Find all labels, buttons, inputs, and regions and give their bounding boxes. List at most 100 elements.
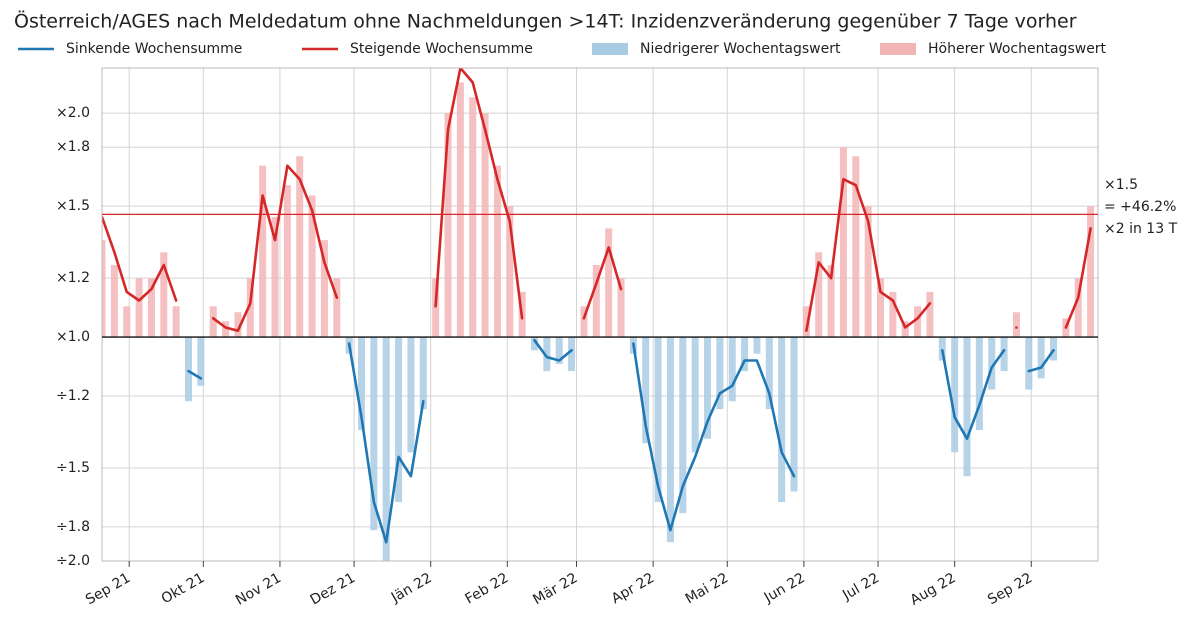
bar (926, 291, 934, 338)
line (102, 68, 1092, 332)
bar (135, 278, 143, 338)
bar (407, 337, 415, 453)
bar (110, 264, 118, 338)
y-tick-label: ×1.2 (56, 270, 90, 286)
bar (209, 306, 217, 338)
bar (592, 264, 600, 338)
bar (741, 337, 749, 372)
bar (1037, 337, 1045, 379)
bar (963, 337, 971, 477)
bar (827, 264, 835, 338)
bar (580, 306, 588, 338)
bar (568, 337, 576, 372)
bar (1087, 206, 1095, 338)
x-tick-label: Sep 21 (83, 570, 133, 608)
bar (778, 337, 786, 503)
bar (654, 337, 662, 503)
bar (728, 337, 736, 402)
bar (333, 278, 341, 338)
bar (815, 252, 823, 338)
legend-swatch (592, 43, 628, 55)
bar (160, 252, 168, 338)
lines (102, 68, 1092, 544)
bar (320, 240, 328, 338)
bar (419, 337, 427, 410)
annotation: = +46.2% (1104, 199, 1176, 215)
bars (102, 82, 1095, 561)
bar (716, 337, 724, 410)
y-tick-label: ×1.0 (56, 329, 90, 345)
bar (543, 337, 551, 372)
bar (951, 337, 959, 453)
bar (172, 306, 180, 338)
bar (382, 337, 390, 561)
bar (765, 337, 773, 410)
bar (802, 306, 810, 338)
bar (469, 97, 477, 338)
bar (456, 82, 464, 338)
bar (555, 337, 563, 365)
x-tick-label: Jun 22 (761, 570, 808, 606)
legend-label: Steigende Wochensumme (350, 41, 533, 57)
bar (259, 165, 267, 338)
bar (1074, 278, 1082, 338)
legend-label: Niedrigerer Wochentagswert (640, 41, 841, 57)
bar (901, 321, 909, 338)
legend-swatch (880, 43, 916, 55)
legend-label: Sinkende Wochensumme (66, 41, 242, 57)
y-tick-label: ÷1.2 (56, 388, 90, 404)
bar (271, 217, 279, 338)
bar (147, 278, 155, 338)
bar (296, 156, 304, 338)
chart-title: Österreich/AGES nach Meldedatum ohne Nac… (14, 10, 1077, 33)
bar (864, 206, 872, 338)
bar (370, 337, 378, 531)
bar (790, 337, 798, 492)
y-tick-label: ÷2.0 (56, 553, 90, 569)
y-tick-label: ×1.8 (56, 139, 90, 155)
plot-frame (101, 67, 1099, 562)
annotation: ×1.5 (1104, 177, 1138, 193)
bar (102, 240, 106, 338)
legend-label: Höherer Wochentagswert (928, 41, 1107, 57)
y-tick-label: ×2.0 (56, 105, 90, 121)
bar (975, 337, 983, 431)
x-tick-label: Aug 22 (908, 570, 959, 609)
bar (1012, 312, 1020, 338)
bar (1050, 337, 1058, 361)
bar (704, 337, 712, 439)
bar (1000, 337, 1008, 372)
bar (938, 337, 946, 361)
bar (531, 337, 539, 351)
x-tick-label: Jul 22 (839, 570, 882, 604)
bar (358, 337, 366, 431)
bar (617, 278, 625, 338)
x-tick-label: Apr 22 (609, 570, 657, 607)
bar (852, 156, 860, 338)
y-tick-label: ÷1.8 (56, 519, 90, 535)
bar (988, 337, 996, 390)
bar (493, 165, 501, 338)
x-tick-label: Jän 22 (388, 570, 435, 606)
bar (839, 147, 847, 338)
bar (481, 113, 489, 338)
x-tick-label: Okt 21 (159, 570, 208, 607)
bar (914, 306, 922, 338)
x-tick-label: Mai 22 (683, 570, 732, 607)
bar (308, 195, 316, 338)
bar (197, 337, 205, 386)
line (187, 339, 1055, 544)
bar (395, 337, 403, 503)
x-tick-label: Sep 22 (985, 570, 1035, 608)
bar (642, 337, 650, 444)
bar (444, 113, 452, 338)
x-tick-label: Feb 22 (463, 570, 512, 607)
bar (123, 306, 131, 338)
y-tick-label: ÷1.5 (56, 460, 90, 476)
bar (185, 337, 193, 402)
bar (234, 312, 242, 338)
x-tick-label: Nov 21 (233, 570, 284, 609)
bar (605, 228, 613, 338)
bar (753, 337, 761, 354)
